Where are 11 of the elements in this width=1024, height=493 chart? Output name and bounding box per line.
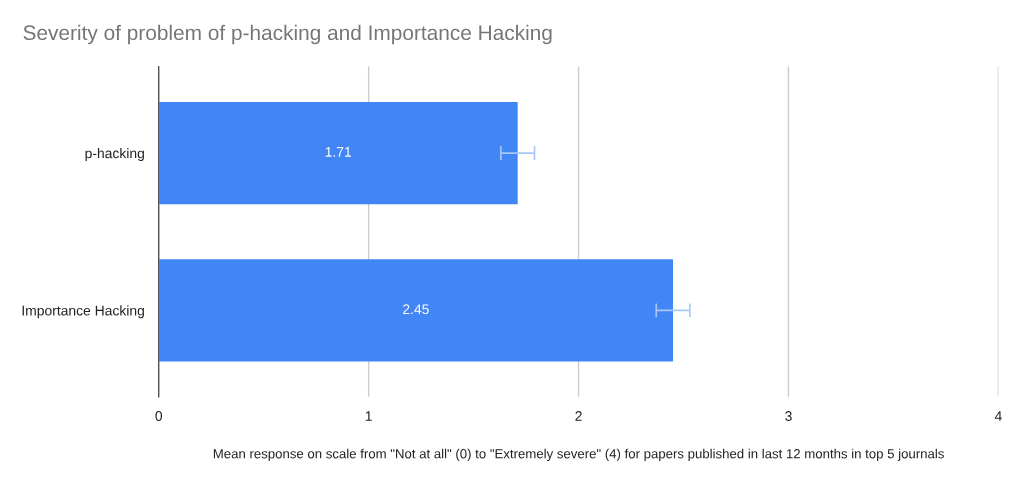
y-tick-label: Importance Hacking <box>22 305 144 319</box>
x-tick-label: 2 <box>575 411 582 421</box>
chart-title: Severity of problem of p-hacking and Importance Hacking <box>23 24 552 45</box>
x-tick-label: 4 <box>994 411 1002 421</box>
y-tick-label: p-hacking <box>85 148 144 161</box>
x-tick-label: 1 <box>365 411 372 421</box>
x-tick-label: 0 <box>155 411 163 421</box>
data-label: 1.71 <box>325 147 352 157</box>
x-axis-title: Mean response on scale from "Not at all" (0) to "Extremely severe" (4) for papers published in last 12 months in top 5 journals <box>213 448 944 461</box>
x-tick-label: 3 <box>785 411 792 421</box>
data-label: 2.45 <box>403 304 429 315</box>
